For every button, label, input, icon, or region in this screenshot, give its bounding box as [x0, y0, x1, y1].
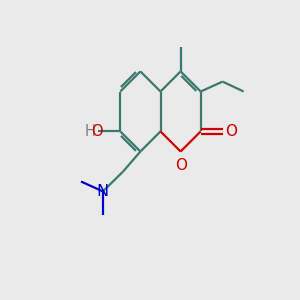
Text: O: O — [91, 124, 103, 139]
Text: O: O — [175, 158, 187, 173]
Text: H: H — [85, 124, 96, 139]
Text: N: N — [97, 184, 109, 199]
Text: O: O — [225, 124, 237, 139]
